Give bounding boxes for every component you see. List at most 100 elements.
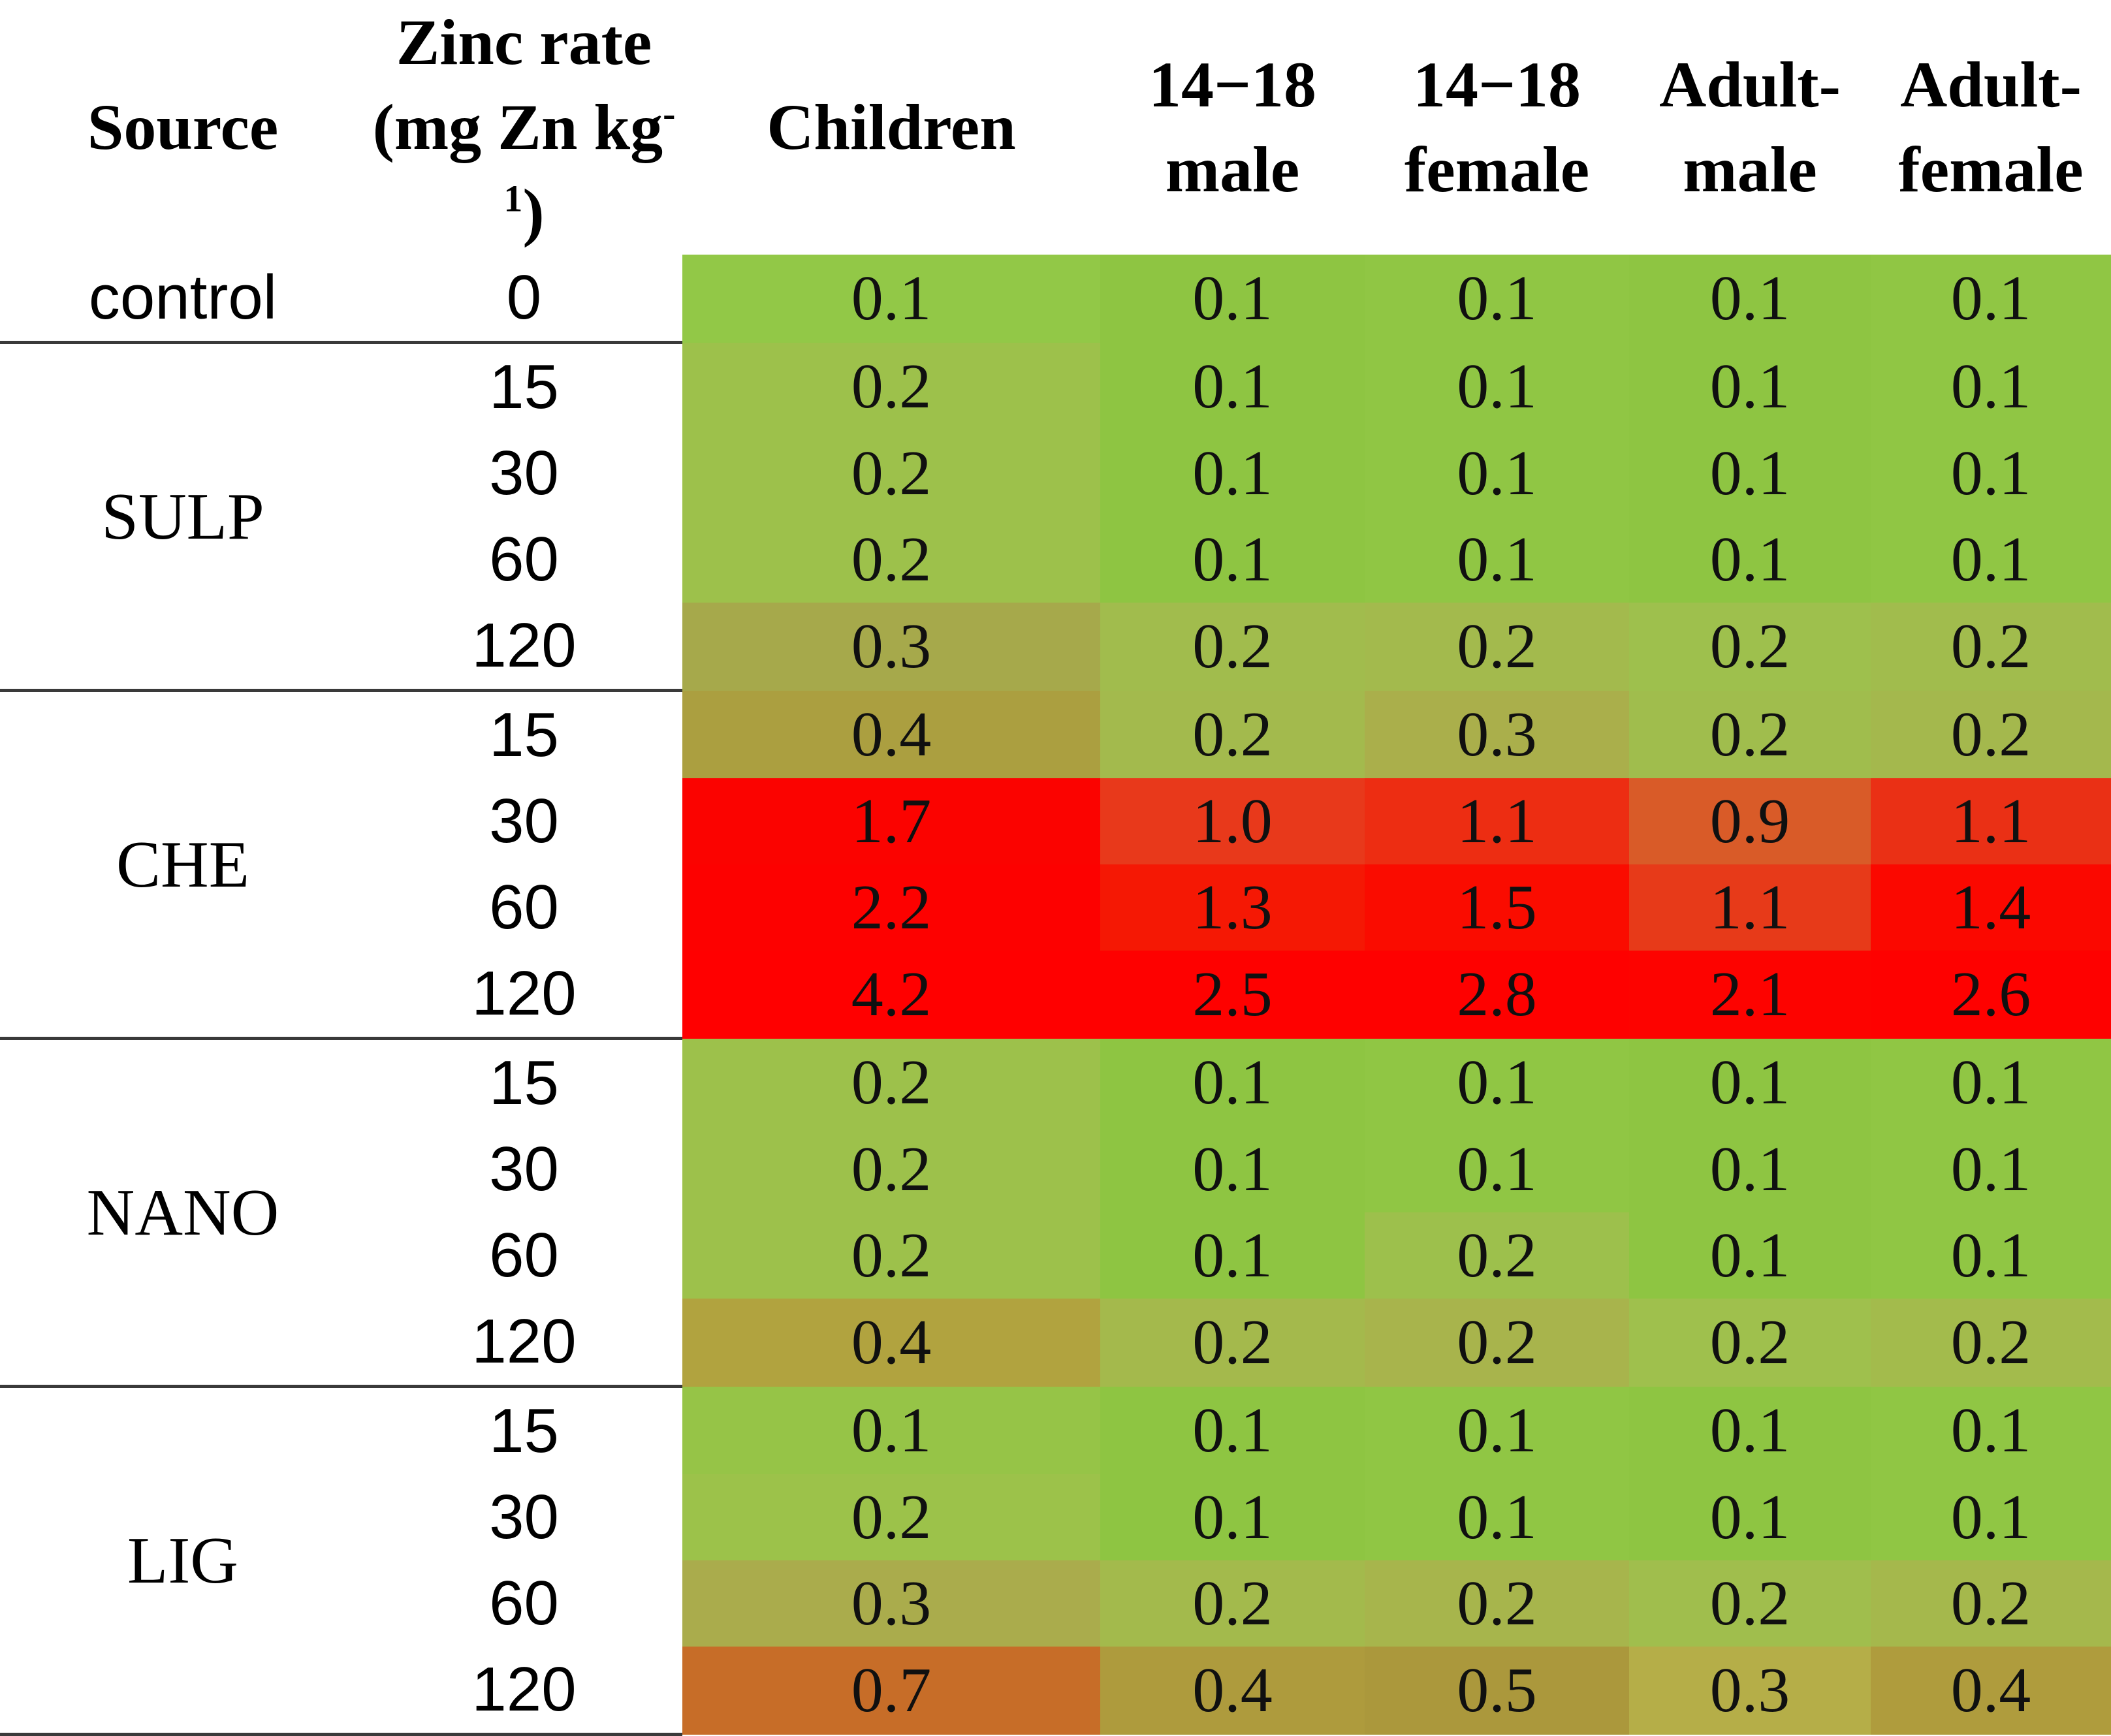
value-cell: 0.1 (1871, 1212, 2111, 1299)
col-header-14-18-female: 14−18 female (1365, 0, 1629, 255)
value-cell: 0.1 (682, 1386, 1100, 1474)
source-label-che: CHE (0, 690, 366, 1040)
value-cell: 0.1 (1629, 430, 1871, 516)
value-cell: 0.1 (682, 255, 1100, 343)
value-cell: 0.1 (1629, 516, 1871, 603)
source-label-sulp: SULP (0, 342, 366, 692)
table-row: LIG 15 0.1 0.1 0.1 0.1 0.1 (0, 1386, 2111, 1736)
superscript: -1 (503, 92, 676, 220)
value-cell: 0.1 (1629, 1386, 1871, 1474)
value-cell: 0.1 (1100, 1474, 1365, 1560)
zinc-rate-cell: 60 (366, 1212, 682, 1299)
value-cell: 0.4 (1100, 1647, 1365, 1735)
value-cell: 0.2 (682, 430, 1100, 516)
header-label-line2: (mg Zn kg-1) (372, 91, 676, 248)
zinc-rate-cell: 120 (366, 603, 682, 692)
value-cell: 0.1 (1100, 1126, 1365, 1212)
value-cell: 0.1 (1100, 1386, 1365, 1474)
value-cell: 0.2 (682, 516, 1100, 603)
value-cell: 0.1 (1871, 1474, 2111, 1560)
value-cell: 1.4 (1871, 864, 2111, 951)
value-cell: 1.5 (1365, 864, 1629, 951)
value-cell: 0.1 (1365, 1038, 1629, 1126)
value-cell: 0.2 (1629, 603, 1871, 691)
value-cell: 0.1 (1365, 1126, 1629, 1212)
value-cell: 0.3 (682, 1560, 1100, 1647)
table-row: CHE 15 0.4 0.2 0.3 0.2 0.2 (0, 690, 2111, 1040)
value-cell: 0.2 (682, 1038, 1100, 1126)
value-cell: 0.1 (1629, 1474, 1871, 1560)
value-cell: 0.1 (1871, 1126, 2111, 1212)
value-cell: 0.1 (1629, 1126, 1871, 1212)
zinc-rate-cell: 120 (366, 951, 682, 1040)
table-row: 120 0.3 0.2 0.2 0.2 0.2 (0, 603, 2111, 692)
value-cell: 0.2 (1871, 603, 2111, 691)
table-row: 60 0.2 0.1 0.1 0.1 0.1 (0, 516, 2111, 603)
col-header-14-18-male: 14−18 male (1100, 0, 1365, 255)
value-cell: 0.2 (1365, 1560, 1629, 1647)
value-cell: 2.1 (1629, 951, 1871, 1039)
zinc-rate-cell: 0 (366, 255, 682, 344)
value-cell: 0.1 (1100, 430, 1365, 516)
zinc-rate-cell: 15 (366, 342, 682, 430)
header-label-line2: female (1898, 133, 2084, 206)
value-cell: 0.3 (682, 603, 1100, 691)
header-label-line2: female (1404, 133, 1590, 206)
value-cell: 1.1 (1365, 778, 1629, 864)
value-cell: 0.1 (1365, 516, 1629, 603)
zinc-rate-cell: 30 (366, 1474, 682, 1560)
value-cell: 0.3 (1629, 1647, 1871, 1735)
value-cell: 0.1 (1629, 1212, 1871, 1299)
header-label-line2: male (1683, 133, 1817, 206)
zinc-rate-cell: 60 (366, 1560, 682, 1647)
value-cell: 0.2 (682, 1474, 1100, 1560)
value-cell: 0.2 (1871, 1560, 2111, 1647)
table-row: control 0 0.1 0.1 0.1 0.1 0.1 (0, 255, 2111, 344)
value-cell: 1.0 (1100, 778, 1365, 864)
zinc-rate-cell: 15 (366, 1038, 682, 1126)
value-cell: 0.2 (1100, 603, 1365, 691)
value-cell: 0.1 (1100, 342, 1365, 430)
value-cell: 0.1 (1629, 342, 1871, 430)
value-cell: 0.1 (1365, 255, 1629, 343)
table-row: 30 0.2 0.1 0.1 0.1 0.1 (0, 1126, 2111, 1212)
value-cell: 0.1 (1365, 1386, 1629, 1474)
table-row: 30 0.2 0.1 0.1 0.1 0.1 (0, 1474, 2111, 1560)
header-label: Source (87, 91, 279, 163)
value-cell: 0.2 (1100, 1299, 1365, 1387)
value-cell: 2.5 (1100, 951, 1365, 1039)
value-cell: 4.2 (682, 951, 1100, 1039)
header-label-line1: 14−18 (1149, 48, 1316, 121)
table-header: Source Zinc rate (mg Zn kg-1) Children 1… (0, 0, 2111, 255)
value-cell: 0.1 (1365, 342, 1629, 430)
value-cell: 1.3 (1100, 864, 1365, 951)
value-cell: 0.2 (1871, 690, 2111, 778)
header-row: Source Zinc rate (mg Zn kg-1) Children 1… (0, 0, 2111, 255)
value-cell: 1.1 (1871, 778, 2111, 864)
table-row: 30 1.7 1.0 1.1 0.9 1.1 (0, 778, 2111, 864)
value-cell: 0.1 (1629, 255, 1871, 343)
zinc-rate-cell: 30 (366, 778, 682, 864)
table-body: control 0 0.1 0.1 0.1 0.1 0.1 SULP 15 0.2 0.1 0.1 0.… (0, 255, 2111, 1736)
value-cell: 0.2 (1100, 1560, 1365, 1647)
value-cell: 0.1 (1100, 1212, 1365, 1299)
col-header-zinc-rate: Zinc rate (mg Zn kg-1) (366, 0, 682, 255)
header-label: Children (767, 91, 1016, 163)
value-cell: 0.1 (1365, 430, 1629, 516)
table-row: 60 2.2 1.3 1.5 1.1 1.4 (0, 864, 2111, 951)
value-cell: 0.1 (1100, 516, 1365, 603)
value-cell: 0.1 (1871, 516, 2111, 603)
source-label-control: control (0, 255, 366, 344)
value-cell: 0.1 (1629, 1038, 1871, 1126)
table-row: 30 0.2 0.1 0.1 0.1 0.1 (0, 430, 2111, 516)
value-cell: 0.1 (1871, 255, 2111, 343)
value-cell: 0.1 (1871, 430, 2111, 516)
value-cell: 0.4 (682, 1299, 1100, 1387)
zinc-rate-cell: 120 (366, 1299, 682, 1388)
table-row: 60 0.3 0.2 0.2 0.2 0.2 (0, 1560, 2111, 1647)
table-row: SULP 15 0.2 0.1 0.1 0.1 0.1 (0, 342, 2111, 692)
value-cell: 2.2 (682, 864, 1100, 951)
value-cell: 0.3 (1365, 690, 1629, 778)
